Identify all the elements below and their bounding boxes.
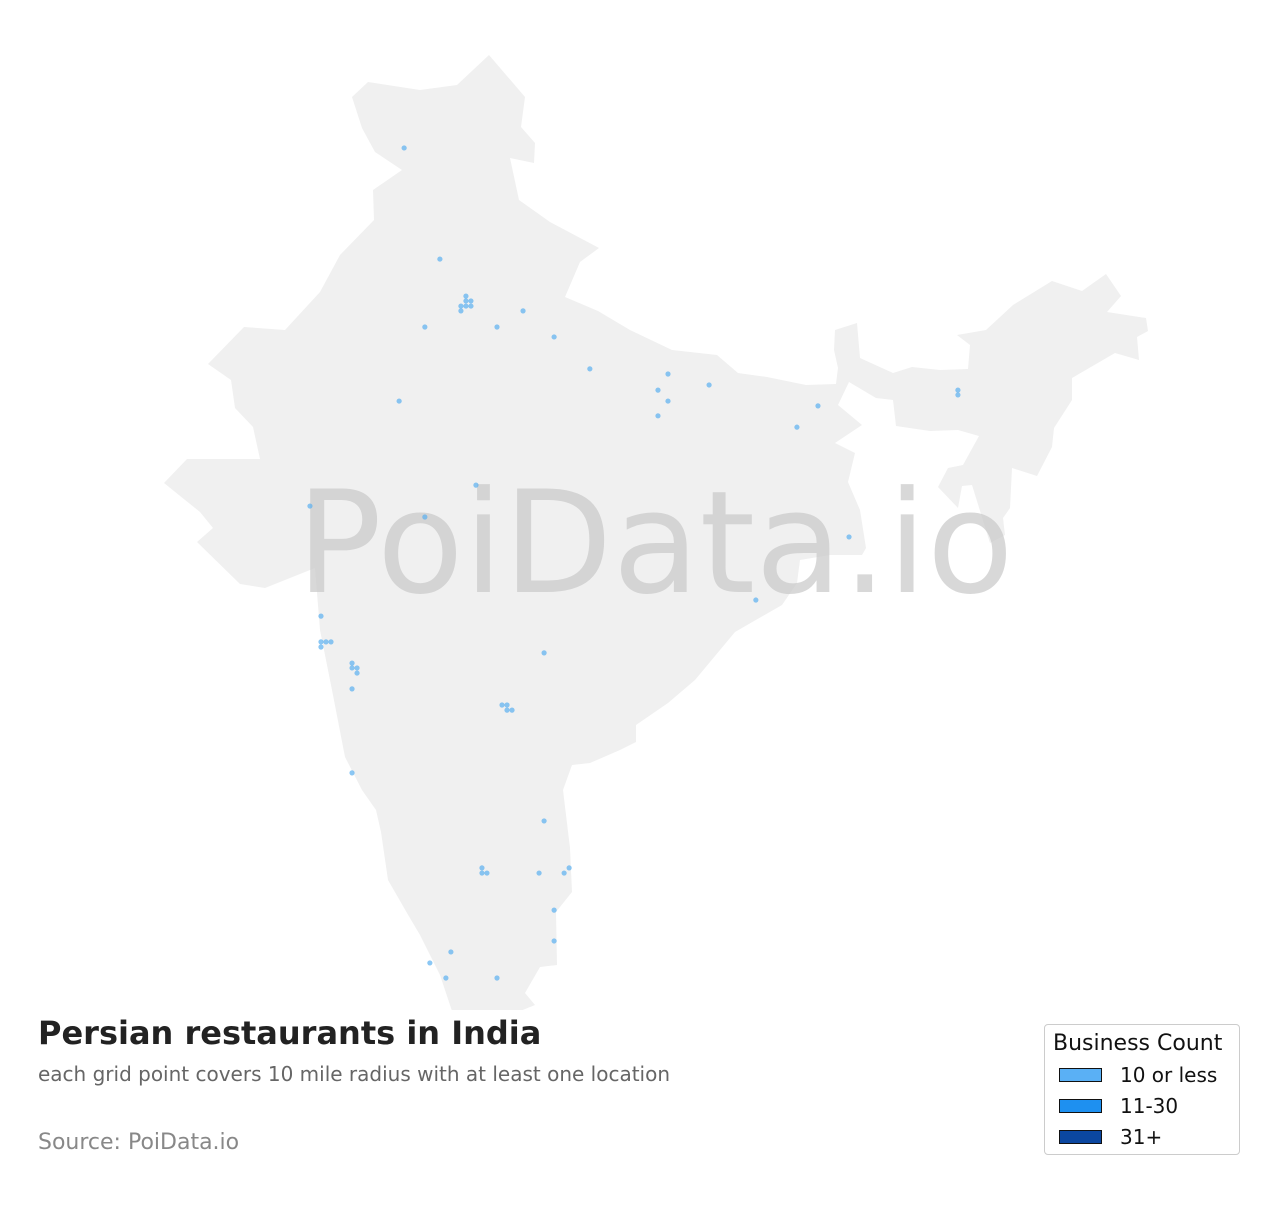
legend-label: 31+ <box>1120 1125 1163 1149</box>
map-title: Persian restaurants in India <box>38 1014 542 1052</box>
grid-point <box>349 665 355 671</box>
grid-point <box>520 308 526 314</box>
grid-point <box>815 403 821 409</box>
grid-point <box>468 303 474 309</box>
grid-point <box>323 639 329 645</box>
grid-point <box>354 665 360 671</box>
legend: Business Count 10 or less 11-30 31+ <box>1044 1024 1240 1155</box>
grid-point <box>561 870 567 876</box>
legend-swatch <box>1059 1068 1102 1082</box>
grid-point <box>494 324 500 330</box>
grid-point <box>349 660 355 666</box>
grid-point <box>422 324 428 330</box>
grid-point <box>318 639 324 645</box>
grid-point <box>484 870 490 876</box>
grid-point <box>955 392 961 398</box>
legend-label: 10 or less <box>1120 1063 1218 1087</box>
grid-point <box>566 865 572 871</box>
grid-point <box>499 702 505 708</box>
grid-point <box>354 670 360 676</box>
grid-point <box>318 613 324 619</box>
grid-point <box>551 334 557 340</box>
grid-point <box>458 303 464 309</box>
india-outline <box>164 55 1148 1010</box>
grid-point <box>504 707 510 713</box>
legend-item-11-30: 11-30 <box>1059 1094 1178 1118</box>
grid-point <box>463 303 469 309</box>
grid-point <box>494 975 500 981</box>
grid-point <box>401 145 407 151</box>
grid-point <box>443 975 449 981</box>
legend-item-10-or-less: 10 or less <box>1059 1063 1217 1087</box>
legend-item-31-plus: 31+ <box>1059 1125 1162 1149</box>
india-map: PoiData.io <box>164 55 1148 1010</box>
legend-swatch <box>1059 1099 1102 1113</box>
grid-point <box>463 293 469 299</box>
grid-point <box>753 597 759 603</box>
grid-point <box>479 870 485 876</box>
grid-point <box>665 398 671 404</box>
grid-point <box>846 534 852 540</box>
grid-point <box>318 644 324 650</box>
grid-point <box>458 308 464 314</box>
legend-title: Business Count <box>1053 1031 1223 1056</box>
grid-point <box>473 482 479 488</box>
grid-point <box>655 413 661 419</box>
grid-point <box>509 707 515 713</box>
grid-point <box>307 503 313 509</box>
legend-swatch <box>1059 1130 1102 1144</box>
source-note: Source: PoiData.io <box>38 1130 240 1155</box>
grid-point <box>794 424 800 430</box>
grid-point <box>396 398 402 404</box>
grid-point <box>541 650 547 656</box>
grid-point <box>955 387 961 393</box>
grid-point <box>665 371 671 377</box>
grid-point <box>551 907 557 913</box>
grid-point <box>422 514 428 520</box>
grid-point <box>349 686 355 692</box>
grid-point <box>437 256 443 262</box>
grid-point <box>587 366 593 372</box>
grid-point <box>448 949 454 955</box>
legend-label: 11-30 <box>1120 1094 1179 1118</box>
grid-point <box>504 702 510 708</box>
grid-point <box>706 382 712 388</box>
grid-point <box>468 298 474 304</box>
grid-point <box>427 960 433 966</box>
watermark: PoiData.io <box>296 461 1013 626</box>
grid-point <box>479 865 485 871</box>
point-layer <box>307 145 961 981</box>
grid-point <box>463 298 469 304</box>
grid-point <box>536 870 542 876</box>
map-subtitle: each grid point covers 10 mile radius wi… <box>38 1062 671 1086</box>
grid-point <box>328 639 334 645</box>
grid-point <box>551 938 557 944</box>
grid-point <box>349 770 355 776</box>
grid-point <box>655 387 661 393</box>
grid-point <box>541 818 547 824</box>
